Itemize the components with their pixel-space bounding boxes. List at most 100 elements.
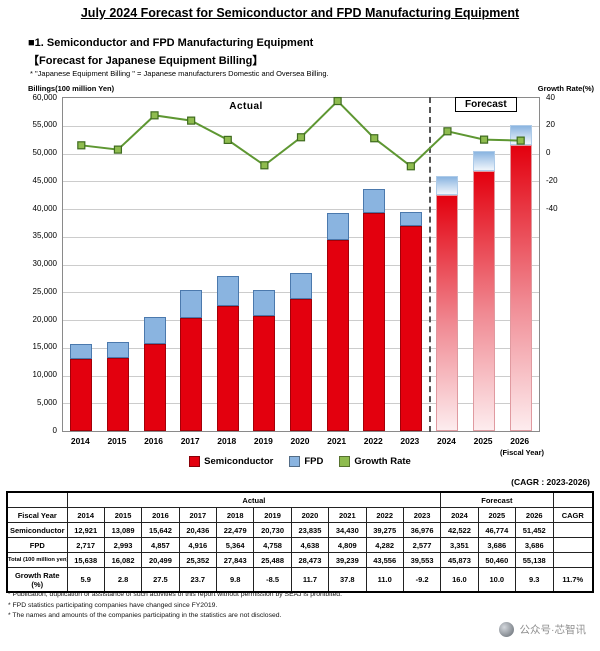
legend-swatch-semiconductor	[189, 456, 201, 467]
cell-total-100-million-yen-2026: 55,138	[515, 552, 554, 568]
growth-rate-marker	[333, 96, 342, 106]
row-label-semiconductor: Semiconductor	[6, 522, 68, 538]
cell-fpd-2020: 4,638	[290, 537, 330, 553]
bar-semiconductor-2021	[326, 239, 349, 431]
bar-semiconductor-2019	[253, 315, 276, 431]
legend-item-fpd: FPD	[289, 456, 323, 467]
cagr-note: (CAGR : 2023-2026)	[511, 477, 590, 487]
cell-fpd-2025: 3,686	[477, 537, 517, 553]
cell-total-100-million-yen-2022: 43,556	[365, 552, 404, 568]
x-axis-tick-2018: 2018	[217, 436, 237, 446]
billing-table: Actual Forecast Fiscal Year 2014 2015 2016 201…	[6, 491, 594, 593]
growth-rate-marker	[479, 135, 489, 144]
year-header-2014: 2014	[66, 507, 105, 523]
left-axis-title: Billings(100 million Yen)	[28, 84, 115, 93]
gridline	[63, 209, 539, 210]
x-axis-tick-2022: 2022	[363, 436, 383, 446]
year-header-2018: 2018	[215, 507, 255, 523]
actual-region-label: Actual	[229, 101, 263, 112]
x-axis-tick-2014: 2014	[70, 436, 90, 446]
cell-growth-rate-2020: 11.7	[290, 567, 330, 593]
growth-rate-marker	[370, 134, 379, 143]
cell-semiconductor-2015: 13,089	[103, 522, 143, 538]
table-row-growth-rate: Growth Rate (%) 5.9 2.8 27.5 23.7 9.8 -8.5 11.7 3…	[6, 567, 594, 593]
table-row-total-100-million-yen: Total (100 million yen) 15,638 16,082 20,49…	[6, 552, 594, 568]
growth-rate-marker	[296, 133, 306, 142]
cell-growth-rate-2024: 16.0	[440, 567, 479, 593]
cell-fpd-2017: 4,916	[178, 537, 218, 553]
gridline	[63, 264, 539, 266]
bar-fpd-2021	[326, 213, 349, 240]
y-axis-tick-left: 20,000	[32, 314, 57, 324]
growth-rate-marker	[77, 141, 86, 150]
cell-growth-rate-2023: -9.2	[402, 567, 442, 593]
table-group-header-row: Actual Forecast	[6, 491, 594, 508]
fiscal-year-note: (Fiscal Year)	[499, 448, 545, 457]
growth-rate-marker	[443, 127, 452, 136]
cell-growth-rate-2026: 9.3	[515, 567, 554, 593]
x-axis-tick-2024: 2024	[436, 436, 456, 446]
row-label-total-100-million-yen: Total (100 million yen)	[6, 552, 68, 568]
y-axis-tick-left: 40,000	[32, 203, 57, 213]
chart-plot-area	[62, 96, 540, 432]
bar-fpd-2022	[363, 189, 386, 214]
bar-fpd-2017	[180, 290, 203, 318]
gridline	[63, 236, 539, 238]
cell-fpd-2021: 4,809	[328, 537, 367, 553]
legend-swatch-growth-rate	[339, 456, 351, 467]
cell-semiconductor-2023: 36,976	[402, 522, 442, 538]
cell-semiconductor-2016: 15,642	[141, 522, 180, 538]
cell-total-100-million-yen-2024: 45,873	[440, 552, 479, 568]
cell-total-100-million-yen-2014: 15,638	[66, 552, 105, 568]
y-axis-tick-left: 25,000	[32, 286, 57, 296]
section-heading: ■1. Semiconductor and FPD Manufacturing …	[28, 37, 314, 49]
y-axis-tick-right: 20	[546, 120, 555, 130]
cell-growth-rate-2019: -8.5	[253, 567, 292, 593]
footnotes: * Publication, duplication or assistance…	[8, 590, 342, 622]
year-header-2015: 2015	[103, 507, 143, 523]
cell-fpd-2023: 2,577	[402, 537, 442, 553]
growth-rate-marker	[516, 136, 525, 145]
x-axis-tick-2020: 2020	[290, 436, 310, 446]
growth-rate-marker	[406, 162, 415, 171]
cell-fpd-2018: 5,364	[215, 537, 255, 553]
bar-fpd-2023	[399, 211, 422, 226]
actual-forecast-divider	[429, 97, 432, 432]
cell-fpd-2015: 2,993	[103, 537, 143, 553]
bar-semiconductor-2016	[143, 344, 166, 431]
cell-semiconductor-2021: 34,430	[328, 522, 367, 538]
growth-rate-marker	[113, 145, 123, 154]
legend-item-growth-rate: Growth Rate	[339, 456, 411, 467]
table-row-semiconductor: Semiconductor 12,921 13,089 15,642 20,436 22,…	[6, 522, 594, 538]
year-header-2025: 2025	[477, 507, 517, 523]
cell-semiconductor-2026: 51,452	[515, 522, 554, 538]
y-axis-tick-right: 40	[546, 92, 555, 102]
row-label-fpd: FPD	[6, 537, 68, 553]
y-axis-tick-left: 10,000	[32, 370, 57, 379]
cell-total-100-million-yen-2025: 50,460	[477, 552, 517, 568]
cell-fpd-2024: 3,351	[440, 537, 479, 553]
x-axis-tick-2019: 2019	[253, 436, 273, 446]
cell-semiconductor-2025: 46,774	[477, 522, 517, 538]
x-axis-ticks: 2014 2015 2016 2017 2018 2019 2020 2021 2022 2023…	[62, 436, 540, 448]
y-axis-tick-left: 35,000	[32, 231, 57, 241]
growth-rate-marker	[260, 161, 269, 170]
cell-semiconductor-2022: 39,275	[365, 522, 404, 538]
cagr-cell-semiconductor	[552, 522, 594, 538]
forecast-region-label: Forecast	[455, 97, 517, 112]
legend-item-semiconductor: Semiconductor	[189, 456, 273, 467]
cagr-header: CAGR	[552, 507, 594, 523]
bar-semiconductor-2024	[436, 195, 459, 431]
cell-fpd-2016: 4,857	[141, 537, 180, 553]
x-axis-tick-2015: 2015	[107, 436, 127, 446]
bar-semiconductor-2020	[290, 298, 312, 431]
cell-semiconductor-2020: 23,835	[290, 522, 330, 538]
y-axis-tick-left: 50,000	[32, 148, 57, 157]
cell-growth-rate-2018: 9.8	[215, 567, 255, 593]
cell-fpd-2022: 4,282	[365, 537, 404, 553]
right-axis-title: Growth Rate(%)	[537, 84, 594, 93]
growth-rate-marker	[150, 111, 159, 120]
row-label-growth-rate: Growth Rate (%)	[6, 567, 68, 593]
year-header-2021: 2021	[328, 507, 367, 523]
